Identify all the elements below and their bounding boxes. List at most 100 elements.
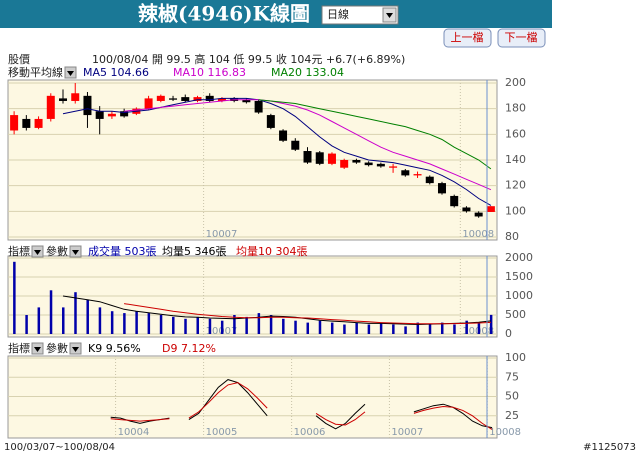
control-label: 參數 xyxy=(46,244,68,258)
x-tick-label: 10004 xyxy=(118,427,150,438)
y-tick-label: 2000 xyxy=(505,251,533,264)
period-text: 日線 xyxy=(327,7,349,21)
candle-body xyxy=(22,118,31,128)
candle-body xyxy=(303,151,312,163)
volume-bar xyxy=(245,316,248,334)
candle-body xyxy=(193,97,202,101)
candle-body xyxy=(279,130,288,141)
candle-body xyxy=(120,111,129,117)
legend-entry: 均量5 346張 xyxy=(162,245,227,258)
x-tick-label: 10006 xyxy=(294,427,326,438)
candle-body xyxy=(107,113,116,117)
candle-body xyxy=(169,98,178,100)
volume-bar xyxy=(453,324,456,334)
series-line xyxy=(62,97,492,206)
volume-bar xyxy=(392,324,395,334)
volume-bar xyxy=(318,320,322,334)
candle-body xyxy=(59,98,68,101)
volume-bar xyxy=(416,322,420,334)
volume-bar xyxy=(86,299,89,334)
candle-body xyxy=(242,99,251,103)
candle-body xyxy=(291,140,300,150)
x-tick-label: 10007 xyxy=(391,427,423,438)
y-tick-label: 160 xyxy=(505,127,526,140)
volume-bar xyxy=(440,322,444,334)
volume-bar xyxy=(74,292,77,334)
info-label: 股價 xyxy=(8,52,30,66)
volume-bar xyxy=(465,320,468,334)
y-tick-label: 1500 xyxy=(505,270,533,283)
volume-bar xyxy=(282,318,285,334)
control-label: 移動平均線 xyxy=(8,65,63,79)
arrow-icon xyxy=(72,347,79,352)
volume-bar xyxy=(404,326,407,334)
candle-body xyxy=(474,212,483,217)
legend-entry: 成交量 503張 xyxy=(88,244,157,258)
candle-body xyxy=(83,95,92,116)
candle-body xyxy=(462,207,471,212)
candle-body xyxy=(71,93,80,101)
arrow-icon xyxy=(72,250,79,255)
x-tick-label: 10005 xyxy=(206,427,238,438)
candle-body xyxy=(401,170,410,176)
period-select[interactable] xyxy=(321,5,399,25)
candle-body xyxy=(46,95,55,119)
legend-entry: 均量10 304張 xyxy=(236,245,308,258)
control-label: 指標 xyxy=(8,341,30,355)
candle-body xyxy=(156,95,165,101)
volume-bar xyxy=(159,315,163,334)
volume-bar xyxy=(184,318,187,334)
volume-bar xyxy=(135,311,138,334)
prev-text: 上一檔 xyxy=(451,30,484,44)
y-tick-label: 100 xyxy=(505,351,526,364)
volume-bar xyxy=(233,315,236,334)
prev-button[interactable] xyxy=(443,28,492,48)
candle-body xyxy=(425,176,434,184)
volume-bar xyxy=(294,320,297,334)
candle-body xyxy=(205,95,214,101)
candle-body xyxy=(450,195,459,207)
candle-body xyxy=(10,115,19,131)
legend-entry: MA5 104.66 xyxy=(83,66,149,79)
candle-body xyxy=(254,100,263,113)
y-tick-label: 200 xyxy=(505,76,526,89)
next-text: 下一檔 xyxy=(505,30,538,44)
candle-body xyxy=(327,153,336,164)
candle-body xyxy=(389,166,398,168)
candle-body xyxy=(352,160,361,163)
volume-bar xyxy=(110,311,114,334)
y-tick-label: 500 xyxy=(505,308,526,321)
volume-bar xyxy=(257,313,261,334)
volume-bar xyxy=(123,313,126,334)
volume-bar xyxy=(25,315,28,334)
candle-body xyxy=(437,183,446,194)
arrow-icon xyxy=(34,250,41,255)
arrow-icon xyxy=(386,13,393,18)
next-button[interactable] xyxy=(497,28,546,48)
legend-entry: K9 9.56% xyxy=(88,342,141,355)
candle-body xyxy=(376,163,385,167)
y-tick-label: 50 xyxy=(505,390,519,403)
volume-bar xyxy=(147,313,151,334)
candle-body xyxy=(340,160,349,168)
x-tick-label: 10008 xyxy=(489,427,521,438)
volume-bar xyxy=(62,307,65,334)
volume-bar xyxy=(330,322,334,334)
candle-body xyxy=(95,111,104,119)
info-text: 100/08/04 開 99.5 高 104 低 99.5 收 104元 +6.… xyxy=(92,52,405,66)
volume-bar xyxy=(49,290,53,334)
candle-body xyxy=(266,115,275,128)
y-tick-label: 120 xyxy=(505,179,526,192)
candle-body xyxy=(34,118,43,128)
series-line xyxy=(258,99,492,170)
candle-body xyxy=(217,98,226,101)
series-line xyxy=(124,303,491,325)
series-line xyxy=(124,99,492,191)
control-label: 參數 xyxy=(46,341,68,355)
y-tick-label: 140 xyxy=(505,153,526,166)
candle-body xyxy=(486,206,495,212)
arrow-icon xyxy=(34,347,41,352)
volume-bar xyxy=(196,316,199,334)
y-tick-label: 25 xyxy=(505,409,519,422)
